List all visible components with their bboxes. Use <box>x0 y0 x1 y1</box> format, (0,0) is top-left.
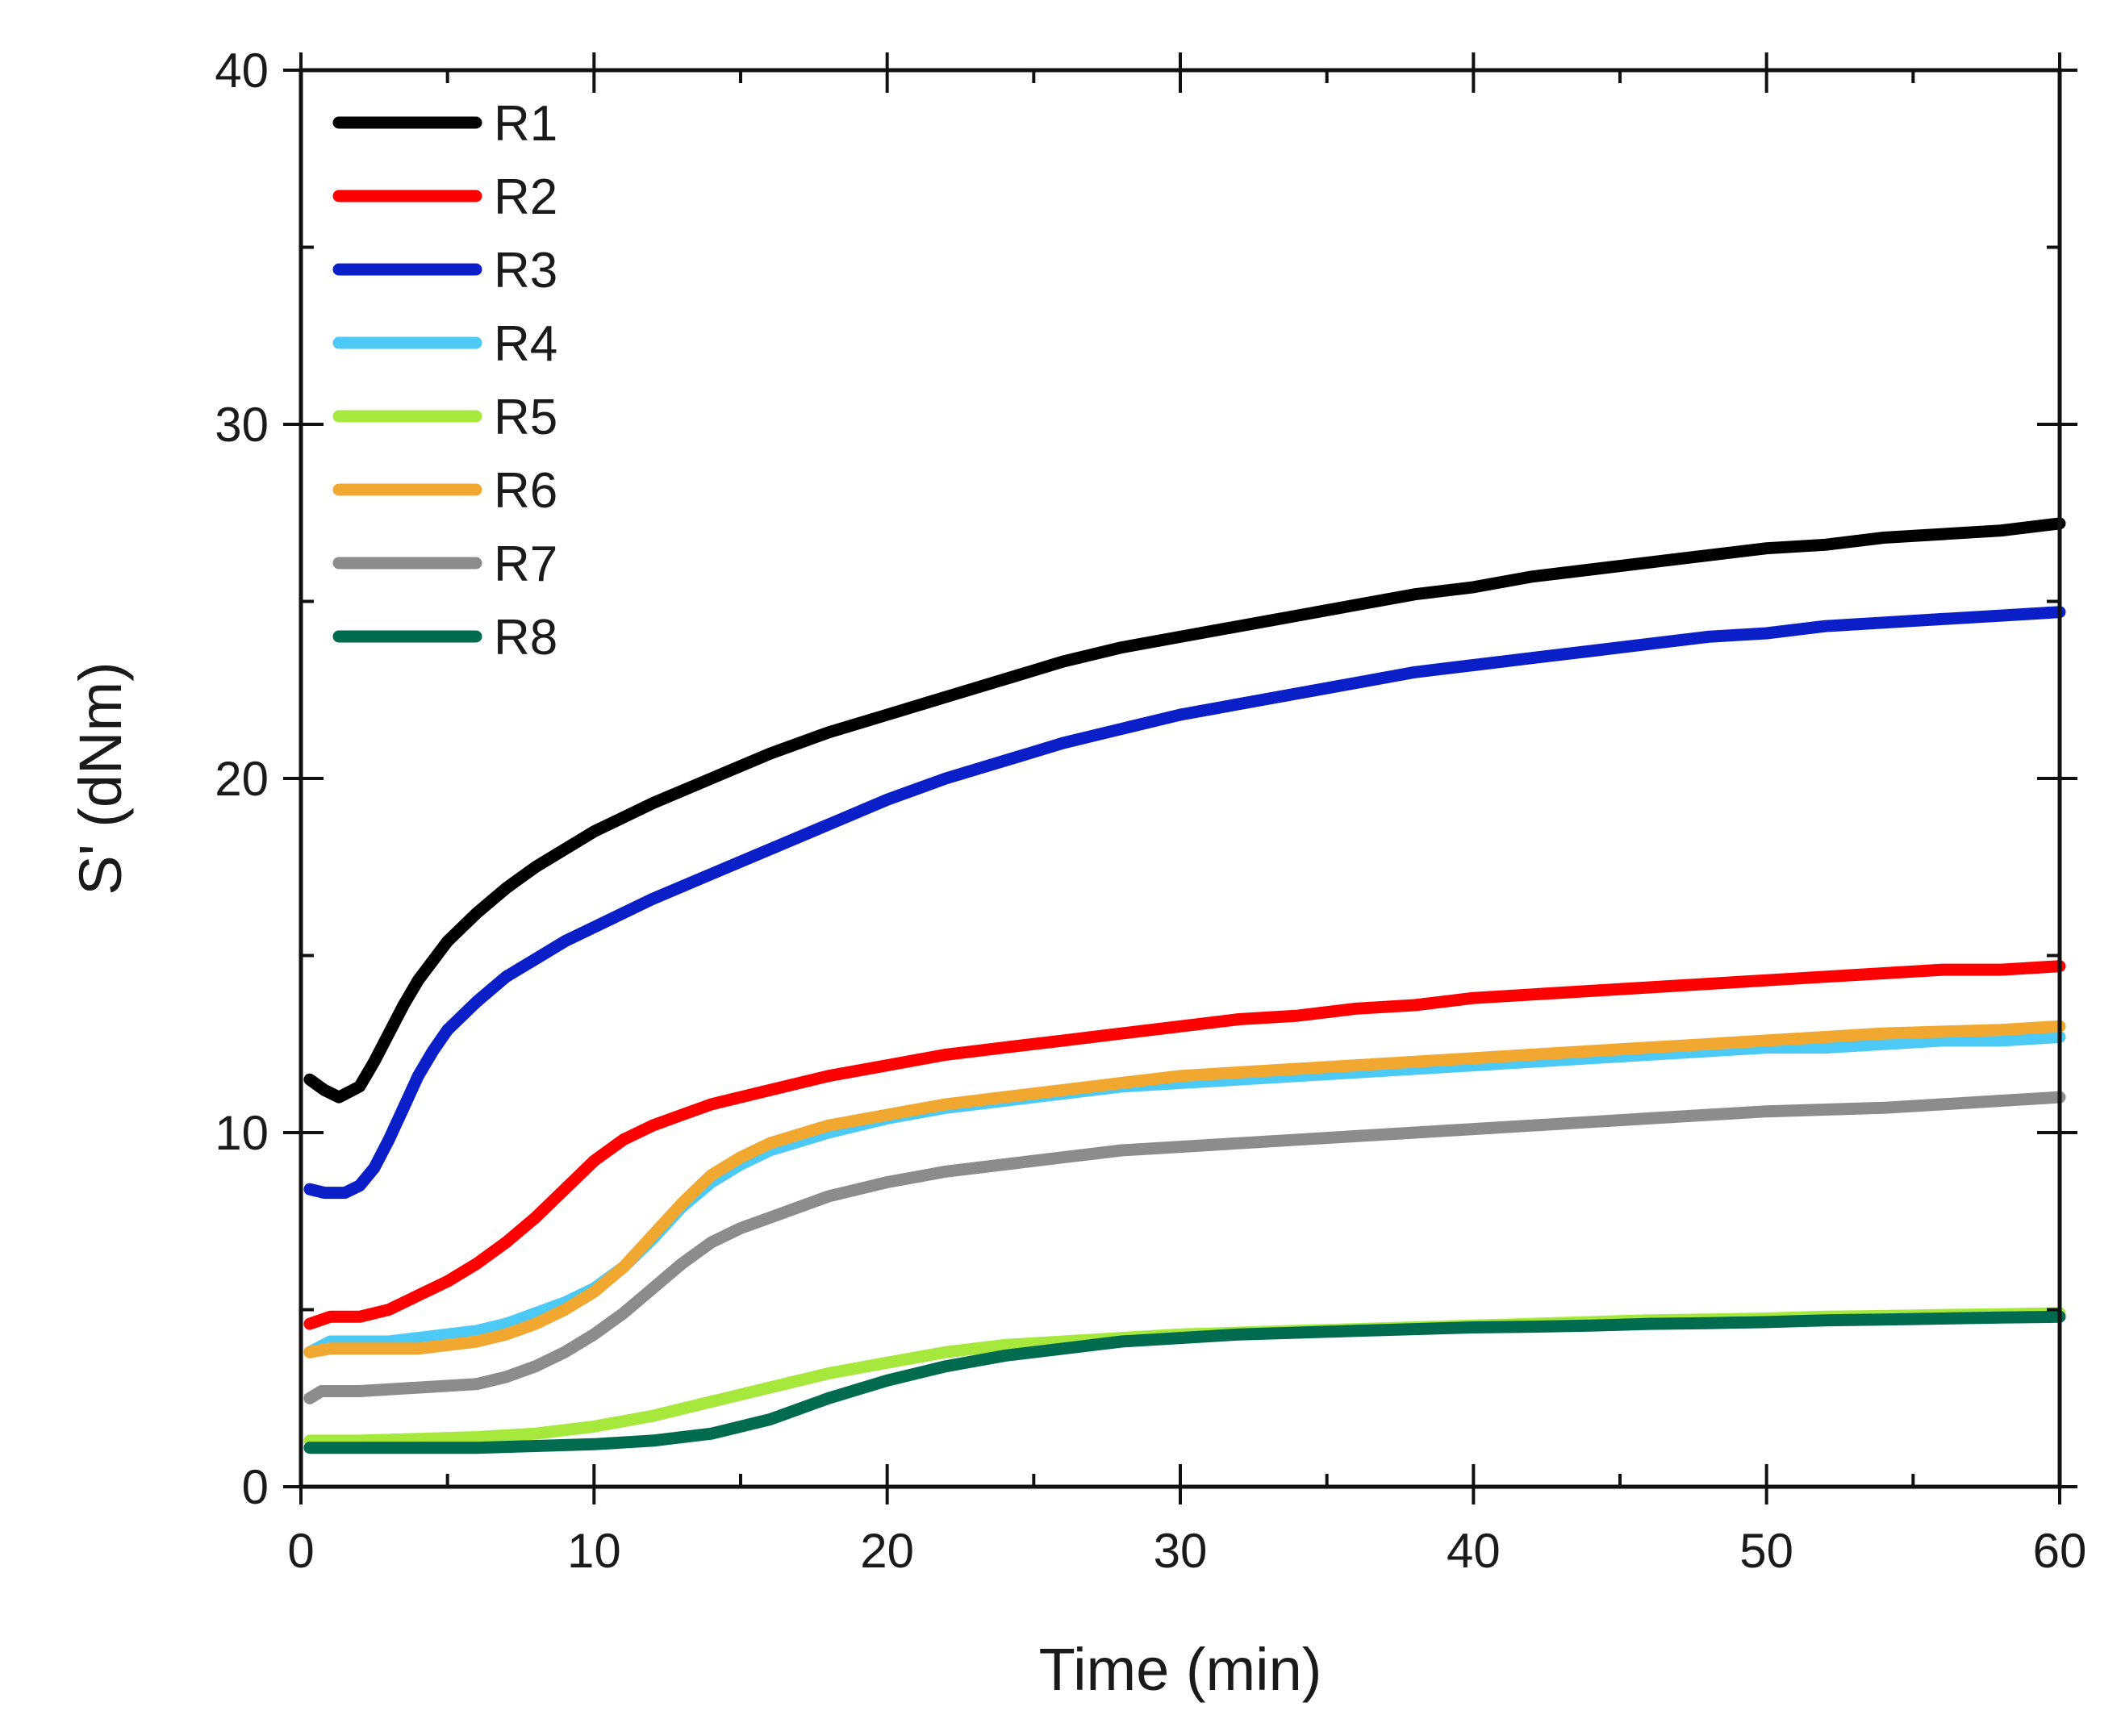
series-layer <box>303 517 2066 1454</box>
axis-ticks <box>283 52 2077 1504</box>
x-tick-label: 20 <box>860 1524 914 1578</box>
series-line-r6 <box>303 1020 2066 1358</box>
legend-label: R3 <box>494 243 557 298</box>
series-line-r2 <box>303 960 2066 1330</box>
x-tick-label: 60 <box>2033 1524 2087 1578</box>
x-tick-label: 40 <box>1447 1524 1501 1578</box>
legend-label: R1 <box>494 96 557 152</box>
legend-item-r1: R1 <box>332 96 557 152</box>
x-tick-label: 30 <box>1154 1524 1208 1578</box>
legend-label: R8 <box>494 610 557 666</box>
legend-label: R5 <box>494 390 557 445</box>
series-line-r3 <box>303 606 2066 1200</box>
legend: R1 R2 R3 R4 R5 R6 R7 R8 <box>332 96 557 666</box>
legend-item-r2: R2 <box>332 169 557 225</box>
legend-item-r4: R4 <box>332 316 557 372</box>
legend-label: R4 <box>494 316 557 372</box>
x-tick-label: 10 <box>567 1524 621 1578</box>
y-tick-label: 20 <box>215 752 269 806</box>
legend-label: R6 <box>494 463 557 519</box>
legend-label: R2 <box>494 169 557 225</box>
series-line-r7 <box>303 1091 2066 1404</box>
y-tick-label: 40 <box>215 44 269 98</box>
x-axis-title: Time (min) <box>1039 1636 1322 1703</box>
legend-item-r6: R6 <box>332 463 557 519</box>
y-tick-label: 10 <box>215 1106 269 1160</box>
y-axis-title: S' (dNm) <box>67 661 134 895</box>
plot-frame <box>299 68 2062 1489</box>
x-tick-label: 50 <box>1739 1524 1793 1578</box>
x-tick-label: 0 <box>287 1524 314 1578</box>
series-line-r1 <box>303 517 2066 1104</box>
legend-label: R7 <box>494 536 557 592</box>
y-tick-label: 0 <box>242 1460 269 1514</box>
legend-item-r7: R7 <box>332 536 557 592</box>
series-line-r8 <box>303 1310 2066 1454</box>
legend-item-r5: R5 <box>332 390 557 445</box>
y-tick-label: 30 <box>215 398 269 452</box>
legend-item-r8: R8 <box>332 610 557 666</box>
tick-labels: 0 10 20 30 40 50 60 0 10 20 30 40 <box>215 44 2086 1578</box>
legend-item-r3: R3 <box>332 243 557 298</box>
